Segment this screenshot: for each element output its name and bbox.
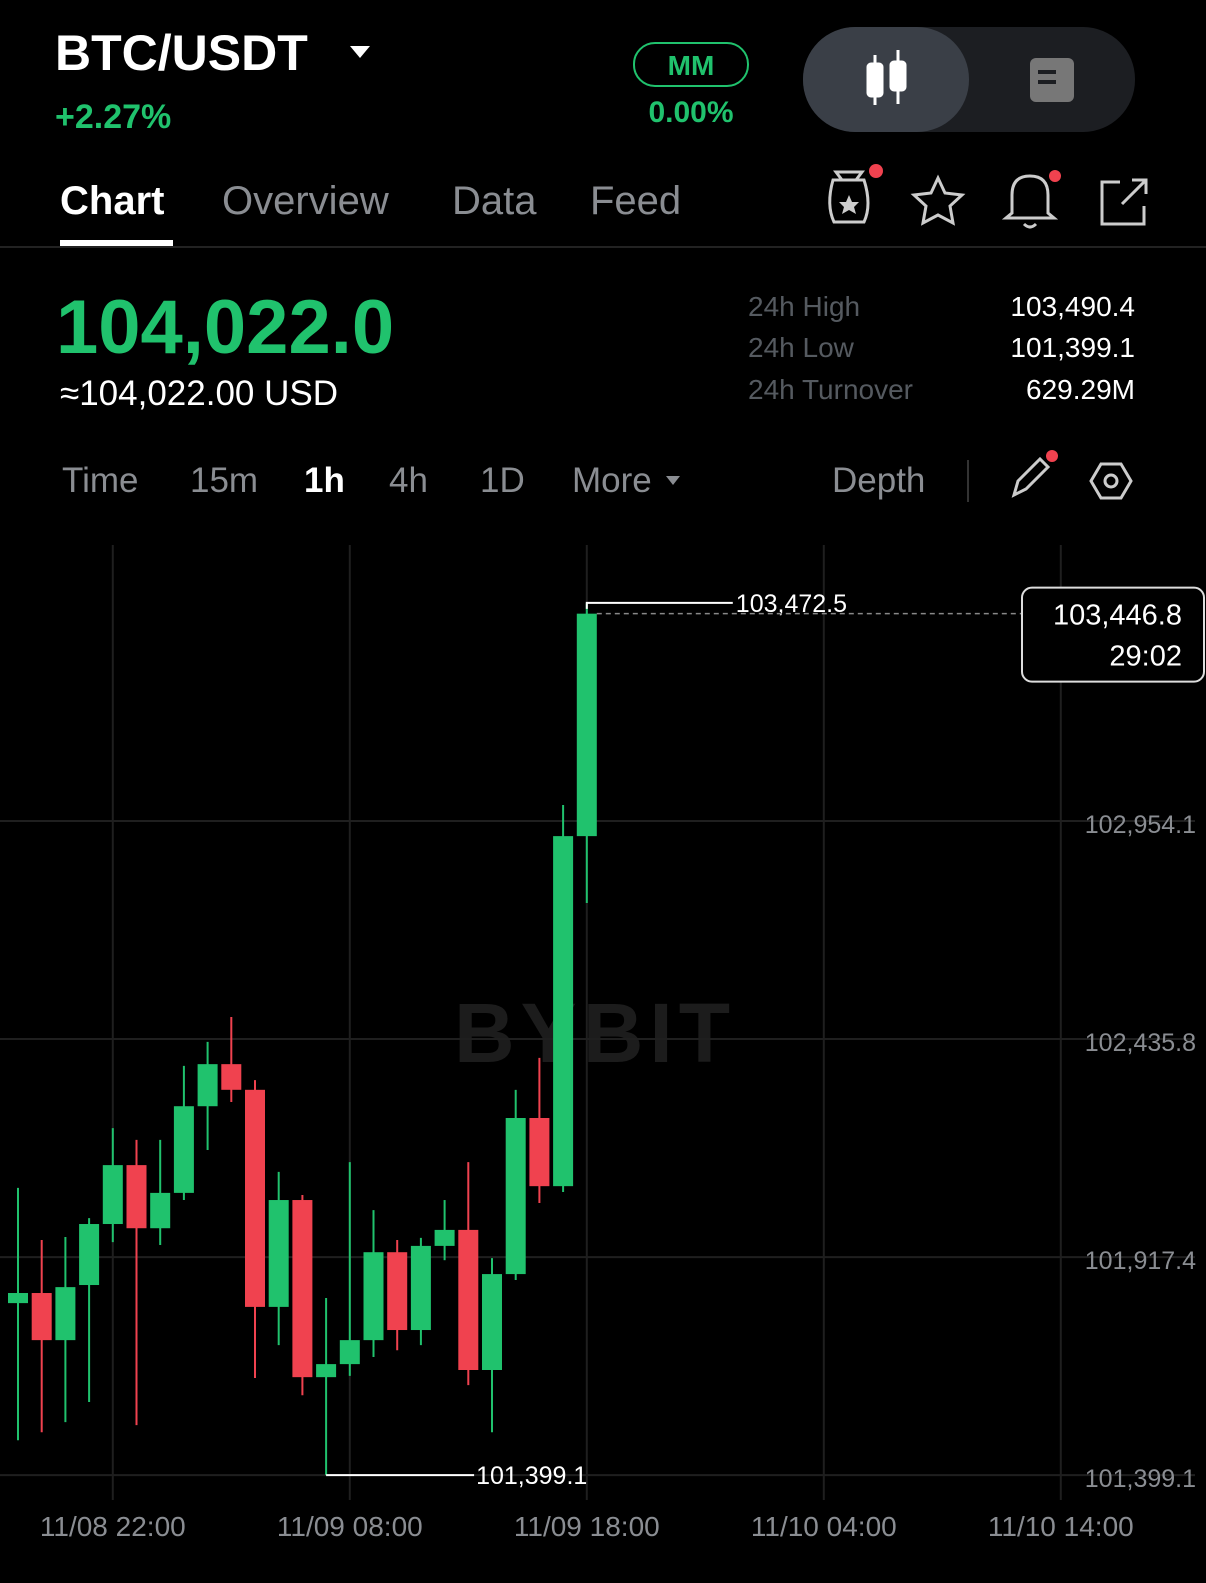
tab[interactable]: Feed	[590, 179, 682, 223]
pair[interactable]: BTC/USDT	[55, 25, 308, 81]
interval[interactable]: 1D	[480, 461, 525, 500]
last-price: 104,022.0	[56, 285, 395, 370]
badge-dot	[1049, 170, 1061, 182]
candle-body	[505, 1118, 526, 1275]
tab[interactable]: Data	[452, 179, 537, 223]
badge-dot	[1046, 450, 1058, 462]
candle-body	[8, 1293, 28, 1304]
candle-body	[79, 1224, 100, 1286]
candle-body	[576, 613, 597, 837]
y-tick-label: 101,399.1	[1085, 1465, 1196, 1493]
low-label: 101,399.1	[476, 1462, 587, 1490]
candle-body	[126, 1165, 147, 1229]
candle-body	[292, 1200, 313, 1378]
candle-icon	[866, 50, 907, 105]
candle-body	[173, 1106, 194, 1193]
watermark: BYBIT	[454, 986, 736, 1080]
stat-value: 629.29M	[1026, 374, 1135, 405]
candle-body	[268, 1200, 289, 1307]
candle-body	[102, 1165, 123, 1225]
last-price-label: 103,446.8	[1053, 600, 1182, 632]
interval[interactable]: More	[572, 461, 652, 500]
draw-icon[interactable]	[1011, 456, 1051, 498]
news-icon	[1030, 58, 1074, 102]
candle-body	[55, 1287, 76, 1341]
x-tick-label: 11/10 14:00	[988, 1511, 1134, 1542]
candle-body	[150, 1192, 171, 1229]
x-tick-label: 11/08 22:00	[40, 1511, 186, 1542]
reward-icon[interactable]	[828, 170, 870, 224]
tab[interactable]: Overview	[222, 179, 389, 223]
candle-body	[363, 1252, 384, 1341]
candle-body	[529, 1118, 550, 1187]
candle-body	[316, 1364, 337, 1378]
candle-body	[410, 1245, 431, 1331]
mm-value: 0.00%	[648, 96, 734, 129]
alert-icon[interactable]	[1001, 174, 1059, 229]
mm-label: MM	[667, 50, 715, 81]
stat-label: 24h Turnover	[748, 374, 913, 405]
change: +2.27%	[55, 98, 172, 136]
countdown: 29:02	[1109, 641, 1182, 673]
candle-body	[458, 1229, 479, 1371]
interval[interactable]: 15m	[190, 461, 259, 500]
tab-underline	[60, 240, 173, 246]
settings-icon[interactable]	[1089, 462, 1133, 500]
usd-price: ≈104,022.00 USD	[60, 374, 339, 413]
candle-body	[482, 1274, 502, 1371]
x-tick-label: 11/10 04:00	[751, 1511, 897, 1542]
candle-body	[339, 1340, 360, 1365]
last-price-box	[1021, 586, 1205, 683]
stat-value: 103,490.4	[1010, 291, 1135, 322]
stat-value: 101,399.1	[1010, 332, 1135, 363]
dropdown-arrow[interactable]	[350, 46, 370, 58]
candle-body	[245, 1089, 265, 1307]
favorite-icon[interactable]	[910, 174, 966, 226]
y-tick-label: 101,917.4	[1085, 1247, 1196, 1275]
candle-body	[434, 1229, 455, 1246]
candle-body	[221, 1064, 242, 1090]
tab[interactable]: Chart	[60, 179, 165, 223]
candle-body	[31, 1293, 52, 1341]
x-tick-label: 11/09 08:00	[277, 1511, 423, 1542]
candle-body	[387, 1252, 408, 1331]
badge-dot	[869, 164, 883, 178]
interval[interactable]: Time	[62, 461, 139, 500]
candle-body	[553, 836, 574, 1187]
interval[interactable]: Depth	[832, 461, 926, 500]
y-tick-label: 102,954.1	[1085, 811, 1196, 839]
toggle-active[interactable]	[803, 27, 969, 132]
interval[interactable]: 1h	[304, 461, 345, 500]
stat-label: 24h Low	[748, 332, 854, 363]
x-tick-label: 11/09 18:00	[514, 1511, 660, 1542]
interval[interactable]: 4h	[389, 461, 428, 500]
high-marker	[585, 601, 733, 609]
candle-body	[197, 1064, 218, 1107]
mm-pill	[633, 42, 749, 87]
more-arrow[interactable]	[666, 476, 680, 485]
stat-label: 24h High	[748, 291, 861, 322]
y-tick-label: 102,435.8	[1085, 1029, 1196, 1057]
share-icon[interactable]	[1100, 178, 1148, 226]
